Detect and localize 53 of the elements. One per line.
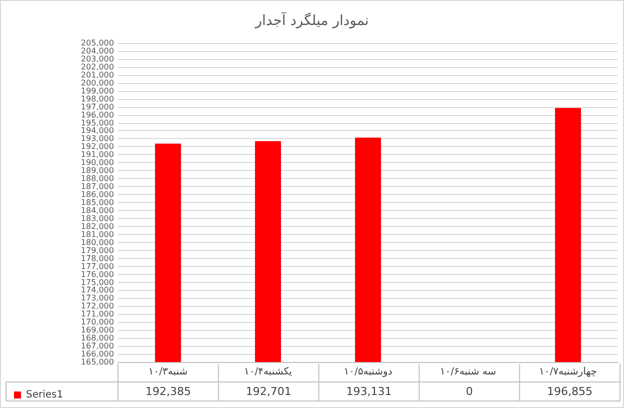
data-label: 192,701 (246, 385, 292, 398)
y-tick-label: 200,000 (80, 78, 114, 88)
y-tick-label: 172,000 (80, 302, 114, 311)
y-tick-label: 189,000 (80, 166, 114, 176)
y-tick-label: 175,000 (80, 278, 114, 287)
y-tick-label: 183,000 (80, 214, 114, 223)
y-tick-label: 185,000 (80, 198, 114, 207)
y-tick-label: 205,000 (80, 38, 114, 48)
legend-label: Series1 (26, 390, 64, 400)
y-tick-label: 203,000 (80, 54, 114, 64)
y-tick-label: 193,000 (80, 134, 114, 144)
y-tick-label: 182,000 (80, 222, 114, 231)
data-label: 193,131 (346, 385, 392, 398)
y-tick-label: 190,000 (80, 158, 114, 168)
y-tick-label: 191,000 (80, 150, 114, 160)
y-tick-label: 171,000 (80, 310, 114, 319)
y-tick-label: 166,000 (80, 350, 114, 359)
y-tick-label: 173,000 (80, 294, 114, 303)
y-tick-label: 201,000 (80, 70, 114, 80)
x-tick-label: چهارشنبه۱۰/۷ (539, 366, 597, 378)
y-tick-label: 176,000 (80, 270, 114, 279)
y-tick-label: 202,000 (80, 62, 114, 72)
y-tick-label: 167,000 (80, 342, 114, 351)
y-tick-label: 192,000 (80, 142, 114, 152)
y-tick-label: 179,000 (80, 246, 114, 255)
y-tick-label: 181,000 (80, 230, 114, 239)
chart-title: نمودار میلگرد آجدار (254, 11, 369, 29)
y-tick-label: 178,000 (80, 254, 114, 263)
y-tick-label: 197,000 (80, 102, 114, 112)
y-tick-label: 204,000 (80, 46, 114, 56)
y-tick-label: 174,000 (80, 286, 114, 295)
y-tick-label: 195,000 (80, 118, 114, 128)
y-tick-label: 168,000 (80, 334, 114, 343)
y-tick-label: 187,000 (80, 182, 114, 192)
y-tick-label: 188,000 (80, 174, 114, 184)
y-tick-label: 165,000 (80, 358, 114, 366)
y-tick-label: 169,000 (80, 326, 114, 335)
y-tick-label: 198,000 (80, 94, 114, 104)
text: 0 (466, 385, 473, 398)
x-tick-label: دوشنبه۱۰/۵ (344, 366, 392, 378)
y-tick-label: 196,000 (80, 110, 114, 120)
y-tick-label: 186,000 (80, 190, 114, 200)
data-label: 192,385 (145, 385, 191, 398)
x-tick-label: یکشنبه۱۰/۴ (244, 366, 292, 378)
y-tick-label: 199,000 (80, 86, 114, 96)
y-tick-label: 180,000 (80, 238, 114, 247)
x-tick-label: سه شنبه۱۰/۶ (440, 366, 496, 378)
y-tick-label: 194,000 (80, 126, 114, 136)
x-tick-label: شنبه۱۰/۳ (148, 366, 188, 378)
y-tick-label: 177,000 (80, 262, 114, 271)
y-tick-label: 184,000 (80, 206, 114, 215)
y-tick-label: 170,000 (80, 318, 114, 327)
data-label: 196,855 (547, 385, 593, 398)
